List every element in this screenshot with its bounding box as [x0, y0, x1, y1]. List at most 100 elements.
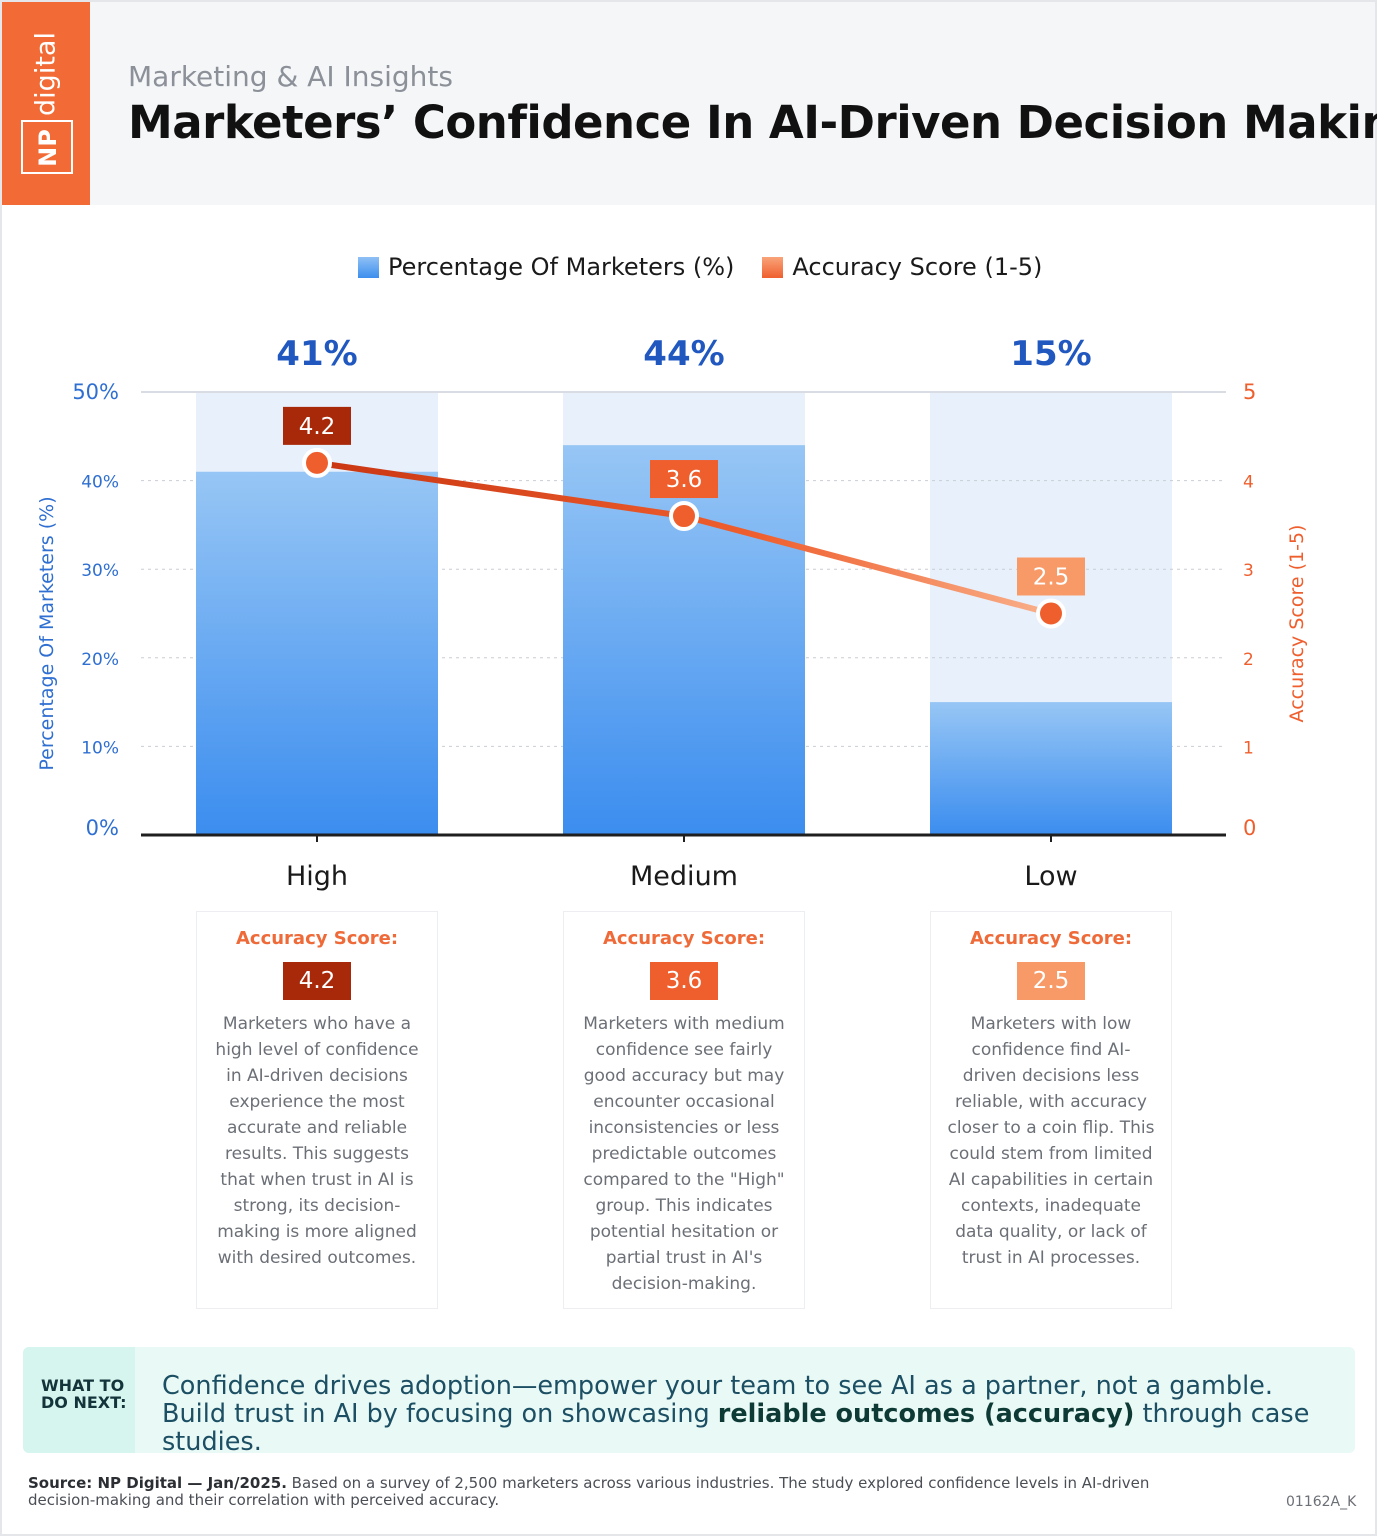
accuracy-point — [1036, 598, 1066, 629]
card-description-line: predictable outcomes — [591, 1144, 777, 1164]
card-description-line: decision-making. — [611, 1274, 757, 1294]
y-axis-right-tick-label: 2 — [1243, 650, 1254, 670]
accuracy-label-box — [1017, 557, 1085, 596]
card-description-line: reliable, with accuracy — [955, 1092, 1147, 1112]
accuracy-label-box — [650, 460, 718, 499]
card-description-line: closer to a coin flip. This — [947, 1118, 1155, 1138]
y-axis-left-tick-label: 50% — [72, 380, 119, 404]
card-score-badge: 2.5 — [1017, 962, 1085, 1000]
cta-tag: WHAT TO DO NEXT: — [23, 1347, 135, 1453]
legend-label-accuracy: Accuracy Score (1-5) — [792, 253, 1043, 281]
card-label: Accuracy Score: — [235, 928, 399, 949]
card-description-line: driven decisions less — [962, 1066, 1140, 1086]
y-axis-left-tick-label: 40% — [81, 473, 119, 493]
cta-tag-line1: WHAT TO — [41, 1376, 125, 1395]
y-axis-right-tick-label: 4 — [1243, 473, 1254, 493]
accuracy-value-label: 2.5 — [1033, 565, 1070, 591]
what-to-do-next-banner: WHAT TO DO NEXT: Confidence drives adopt… — [23, 1347, 1355, 1456]
bar-value-label: 44% — [643, 334, 724, 374]
logo-np-box: NP — [21, 120, 73, 174]
bar-high — [196, 471, 438, 835]
np-digital-logo: digital NP — [2, 2, 90, 205]
y-axis-right-title: Accuracy Score (1-5) — [1286, 525, 1308, 723]
card-description-line: experience the most — [229, 1092, 405, 1112]
y-axis-left-tick-label: 20% — [81, 650, 119, 670]
page-subtitle: Marketing & AI Insights — [128, 60, 453, 93]
accuracy-value-label: 4.2 — [299, 414, 336, 440]
chart-code: 01162A_K — [1286, 1494, 1357, 1510]
card-description-line: making is more aligned — [217, 1222, 417, 1242]
card-description: Marketers who have a high level of confid… — [207, 1011, 427, 1271]
card-score-badge: 4.2 — [283, 962, 351, 1000]
y-axis-right-tick-label: 5 — [1243, 380, 1256, 404]
bar-value-label: 41% — [276, 334, 357, 374]
card-description-line: accurate and reliable — [226, 1118, 408, 1138]
x-axis-category-label: High — [286, 861, 348, 892]
card-description-line: potential hesitation or — [589, 1222, 779, 1242]
card-label: Accuracy Score: — [969, 928, 1133, 949]
card-description-line: data quality, or lack of — [955, 1222, 1147, 1242]
legend-item-accuracy: Accuracy Score (1-5) — [762, 253, 1042, 281]
y-axis-right-tick-label: 0 — [1243, 816, 1256, 840]
chart-legend: Percentage Of Marketers (%) Accuracy Sco… — [358, 252, 1070, 282]
card-description-line: AI capabilities in certain — [948, 1170, 1154, 1190]
card-description-line: Marketers with medium — [583, 1014, 785, 1034]
source-note: Source: NP Digital — Jan/2025. Based on … — [28, 1475, 1198, 1509]
card-description-line: Marketers who have a — [222, 1014, 412, 1034]
cta-message: Confidence drives adoption—empower your … — [162, 1372, 1332, 1456]
legend-swatch-blue — [358, 256, 379, 278]
card-description-line: trust in AI processes. — [961, 1248, 1141, 1268]
accuracy-label-box — [283, 406, 351, 445]
card-description: Marketers with low confidence find AI-dri… — [941, 1011, 1161, 1271]
legend-label-percentage: Percentage Of Marketers (%) — [388, 253, 735, 281]
cta-tag-line2: DO NEXT: — [41, 1393, 127, 1412]
logo-wordmark-np: NP — [34, 129, 62, 167]
y-axis-left-tick-label: 10% — [81, 738, 119, 758]
page-title: Marketers’ Confidence In AI-Driven Decis… — [128, 96, 1377, 149]
card-description-line: confidence find AI- — [971, 1040, 1131, 1060]
source-label: Source: NP Digital — Jan/2025. — [28, 1474, 287, 1492]
y-axis-left-title: Percentage Of Marketers (%) — [36, 496, 58, 770]
cta-text-before: Confidence drives adoption—empower your … — [162, 1371, 1273, 1429]
accuracy-value-label: 3.6 — [666, 467, 703, 493]
card-description-line: group. This indicates — [595, 1196, 773, 1216]
y-axis-left-tick-label: 30% — [81, 561, 119, 581]
bar-low — [930, 702, 1172, 835]
header-band — [2, 2, 1375, 205]
card-description-line: in AI-driven decisions — [226, 1066, 408, 1086]
accuracy-point — [302, 447, 332, 478]
y-axis-right-tick-label: 1 — [1243, 738, 1254, 758]
card-description-line: inconsistencies or less — [588, 1118, 780, 1138]
card-description-line: strong, its decision- — [233, 1196, 401, 1216]
y-axis-right-tick-label: 3 — [1243, 561, 1254, 581]
card-low: Accuracy Score: 2.5 Marketers with low co… — [930, 911, 1172, 1309]
card-description-line: high level of confidence — [215, 1040, 419, 1060]
card-description: Marketers with medium confidence see fair… — [574, 1011, 794, 1297]
legend-item-percentage: Percentage Of Marketers (%) — [358, 253, 734, 281]
card-description-line: partial trust in AI's — [605, 1248, 763, 1268]
x-axis-category-label: Low — [1024, 861, 1077, 892]
y-axis-left-tick-label: 0% — [86, 816, 119, 840]
card-description-line: contexts, inadequate — [960, 1196, 1141, 1216]
legend-swatch-orange — [762, 256, 784, 278]
dual-axis-chart: 4.2 3.6 2.5 0% 10% 20% 30% 40% 50% 0 1 2 3 4 5 Percent… — [36, 334, 1308, 892]
x-axis-category-label: Medium — [630, 861, 738, 892]
source-text: Based on a survey of 2,500 marketers acr… — [28, 1474, 1150, 1509]
card-label: Accuracy Score: — [602, 928, 766, 949]
cta-text-after: through case studies. — [162, 1399, 1310, 1457]
card-description-line: confidence see fairly — [595, 1040, 773, 1060]
cta-text-bold: reliable outcomes (accuracy) — [717, 1399, 1135, 1429]
card-description-line: results. This suggests — [225, 1144, 409, 1164]
card-description-line: good accuracy but may — [583, 1066, 785, 1086]
card-description-line: encounter occasional — [593, 1092, 775, 1112]
card-score-badge: 3.6 — [650, 962, 718, 1000]
card-description-line: that when trust in AI is — [220, 1170, 414, 1190]
card-high: Accuracy Score: 4.2 Marketers who have a… — [196, 911, 438, 1309]
card-description-line: compared to the "High" — [583, 1170, 785, 1190]
card-description-line: could stem from limited — [949, 1144, 1153, 1164]
card-description-line: Marketers with low — [970, 1014, 1132, 1034]
cta-tag-text: WHAT TO DO NEXT: — [41, 1377, 127, 1411]
accuracy-point — [669, 501, 699, 532]
card-medium: Accuracy Score: 3.6 Marketers with mediu… — [563, 911, 805, 1309]
